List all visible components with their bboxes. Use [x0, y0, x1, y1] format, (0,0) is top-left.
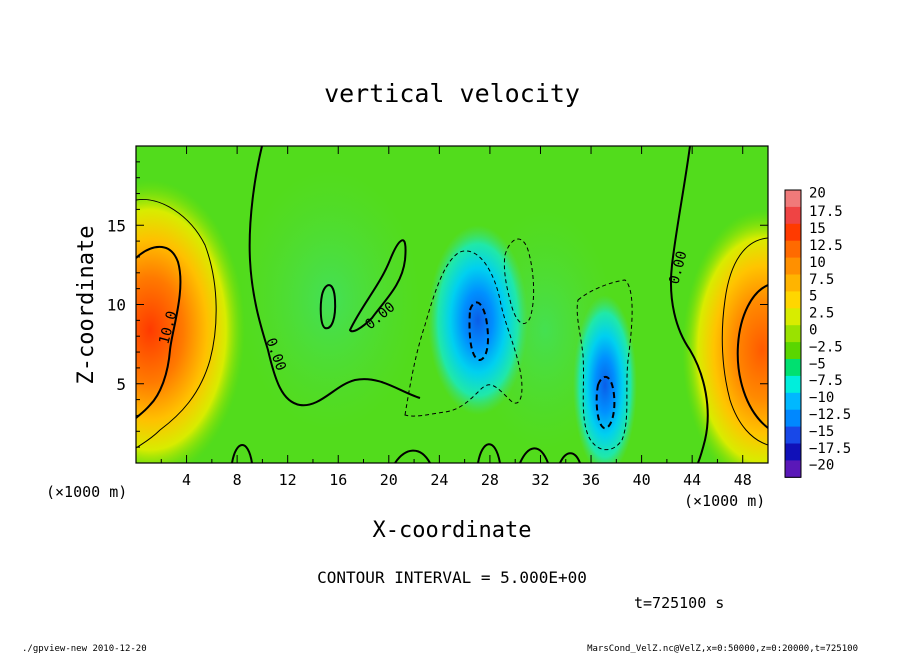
- colorbar-label: −20: [809, 458, 834, 474]
- time-label: t=725100 s: [634, 594, 724, 612]
- contour-neg-10-center: [468, 301, 489, 362]
- heatmap-field: [136, 146, 768, 463]
- y-axis: 5 10 15: [107, 161, 768, 448]
- colorbar-label: 15: [809, 221, 826, 237]
- x-tick-label: 8: [233, 471, 242, 489]
- contour-left-5: [136, 198, 217, 449]
- colorbar-swatch: [785, 274, 801, 292]
- contour-bottom: [231, 443, 581, 463]
- x-tick-label: 4: [182, 471, 191, 489]
- colorbar-swatch: [785, 240, 801, 259]
- contour-zero-b: [348, 239, 407, 333]
- updraft-left: [136, 180, 245, 463]
- x-axis-label: X-coordinate: [373, 518, 532, 543]
- colorbar-label: 7.5: [809, 272, 834, 288]
- y-tick-label: 15: [107, 216, 126, 235]
- colorbar-label: 17.5: [809, 204, 843, 220]
- x-axis: 4 8 12 16 20 24 28 32 36 40 44 48: [160, 146, 752, 489]
- contour-neg-5-right: [576, 279, 633, 450]
- contour-interval-text: CONTOUR INTERVAL = 5.000E+00: [317, 568, 587, 587]
- colorbar-label: −15: [809, 424, 834, 440]
- colorbar-label: −10: [809, 390, 834, 406]
- x-tick-label: 16: [329, 471, 347, 489]
- colorbar-swatch: [785, 409, 801, 428]
- colorbar-frame: [784, 189, 802, 478]
- colorbar-swatch: [785, 190, 801, 208]
- colorbar-swatch: [785, 460, 801, 478]
- x-tick-label: 32: [531, 471, 549, 489]
- contour-left-10: [136, 245, 182, 419]
- x-tick-label: 28: [481, 471, 499, 489]
- colorbar-label: −17.5: [809, 441, 851, 457]
- chart-title: vertical velocity: [324, 79, 580, 108]
- x-tick-label: 40: [633, 471, 651, 489]
- colorbar-label: 20: [809, 185, 826, 201]
- colorbar-swatch: [785, 206, 801, 225]
- x-unit-label-left: (×1000 m): [46, 483, 127, 501]
- contour-neg-5-center: [404, 250, 523, 417]
- colorbar-label: −12.5: [809, 407, 851, 423]
- colorbar-swatch: [785, 426, 801, 444]
- colorbar-label: −5: [809, 356, 826, 372]
- x-tick-label: 20: [380, 471, 398, 489]
- colorbar-swatch: [785, 443, 801, 461]
- colorbar-swatch: [785, 223, 801, 242]
- colorbar-swatch: [785, 325, 801, 343]
- colorbar-swatch: [785, 342, 801, 360]
- colorbar-label: −7.5: [809, 373, 843, 389]
- contour-lines: [136, 146, 768, 463]
- y-axis-label: Z-coordinate: [74, 226, 99, 385]
- colorbar-label: 12.5: [809, 238, 843, 254]
- colorbar-swatch: [785, 392, 801, 411]
- x-tick-label: 12: [279, 471, 297, 489]
- colorbar-label: 5: [809, 289, 817, 305]
- colorbar-label: 2.5: [809, 306, 834, 322]
- colorbar-swatch: [785, 375, 801, 394]
- x-tick-label: 24: [430, 471, 448, 489]
- contour-right-5: [721, 237, 768, 446]
- x-unit-label-right: (×1000 m): [684, 492, 765, 510]
- contour-zero-d: [669, 146, 709, 463]
- colorbar: 20 17.51512.5107.552.50−2.5−5−7.5−10−12.5…: [784, 185, 851, 478]
- colorbar-swatch: [785, 359, 801, 377]
- colorbar-swatch: [785, 257, 801, 275]
- y-tick-label: 5: [116, 375, 126, 394]
- colorbar-swatch: [785, 291, 801, 309]
- colorbar-label: 0: [809, 322, 817, 338]
- colorbar-label: 10: [809, 255, 826, 271]
- contour-zero-a: [248, 146, 421, 407]
- x-tick-label: 36: [582, 471, 600, 489]
- contour-zero-c: [319, 284, 337, 330]
- lighter-band-a: [240, 170, 420, 430]
- contour-neg-5-upper: [503, 238, 535, 324]
- footer-left: ./gpview-new 2010-12-20: [22, 644, 147, 654]
- y-tick-label: 10: [107, 296, 126, 315]
- footer-right: MarsCond_VelZ.nc@VelZ,x=0:50000,z=0:2000…: [587, 644, 858, 654]
- downdraft-right: [573, 295, 637, 463]
- colorbar-label: −2.5: [809, 339, 843, 355]
- downdraft-center: [428, 225, 528, 415]
- contour-neg-10-right: [595, 375, 616, 430]
- x-tick-label: 48: [734, 471, 752, 489]
- x-tick-label: 44: [683, 471, 701, 489]
- contour-right-10: [736, 284, 768, 429]
- colorbar-swatch: [785, 308, 801, 326]
